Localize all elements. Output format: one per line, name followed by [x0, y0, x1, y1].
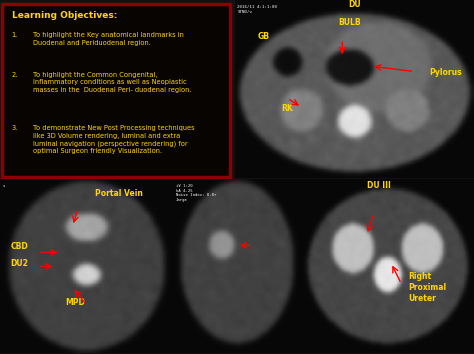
Text: To demonstrate New Post Processing techniques
like 3D Volume rendering, luminal : To demonstrate New Post Processing techn…: [33, 125, 194, 154]
Text: DU: DU: [348, 0, 361, 9]
Text: Portal Vein: Portal Vein: [95, 189, 143, 198]
Text: CBD: CBD: [10, 242, 28, 251]
Text: To highlight the Key anatomical landmarks in
Duodenal and Periduodenal region.: To highlight the Key anatomical landmark…: [33, 32, 184, 46]
Text: Right
Proximal
Ureter: Right Proximal Ureter: [408, 272, 447, 303]
Text: 2.: 2.: [12, 72, 18, 78]
Text: Learning Objectives:: Learning Objectives:: [12, 11, 117, 20]
Text: DU2: DU2: [10, 259, 28, 268]
Text: DU III: DU III: [367, 181, 391, 189]
Text: HDL containing
Portal Triad: HDL containing Portal Triad: [201, 209, 273, 230]
Text: GB: GB: [257, 32, 269, 41]
Text: 1.: 1.: [12, 32, 18, 38]
Text: 2016/11 4:1:1:00
STND/v: 2016/11 4:1:1:00 STND/v: [237, 5, 277, 14]
FancyBboxPatch shape: [2, 4, 230, 177]
Text: MPD: MPD: [66, 298, 86, 307]
Text: BULB: BULB: [338, 18, 361, 27]
Text: 3.: 3.: [12, 125, 18, 131]
Text: iV 1:20
kA 4.25
Noise Index: 8.0+
Jarge: iV 1:20 kA 4.25 Noise Index: 8.0+ Jarge: [175, 184, 216, 202]
Text: RK: RK: [282, 104, 293, 113]
Text: To highlight the Common Congenital,
Inflammatory conditions as well as Neoplasti: To highlight the Common Congenital, Infl…: [33, 72, 191, 92]
Text: Pylorus: Pylorus: [429, 68, 462, 77]
Text: s: s: [3, 184, 5, 188]
